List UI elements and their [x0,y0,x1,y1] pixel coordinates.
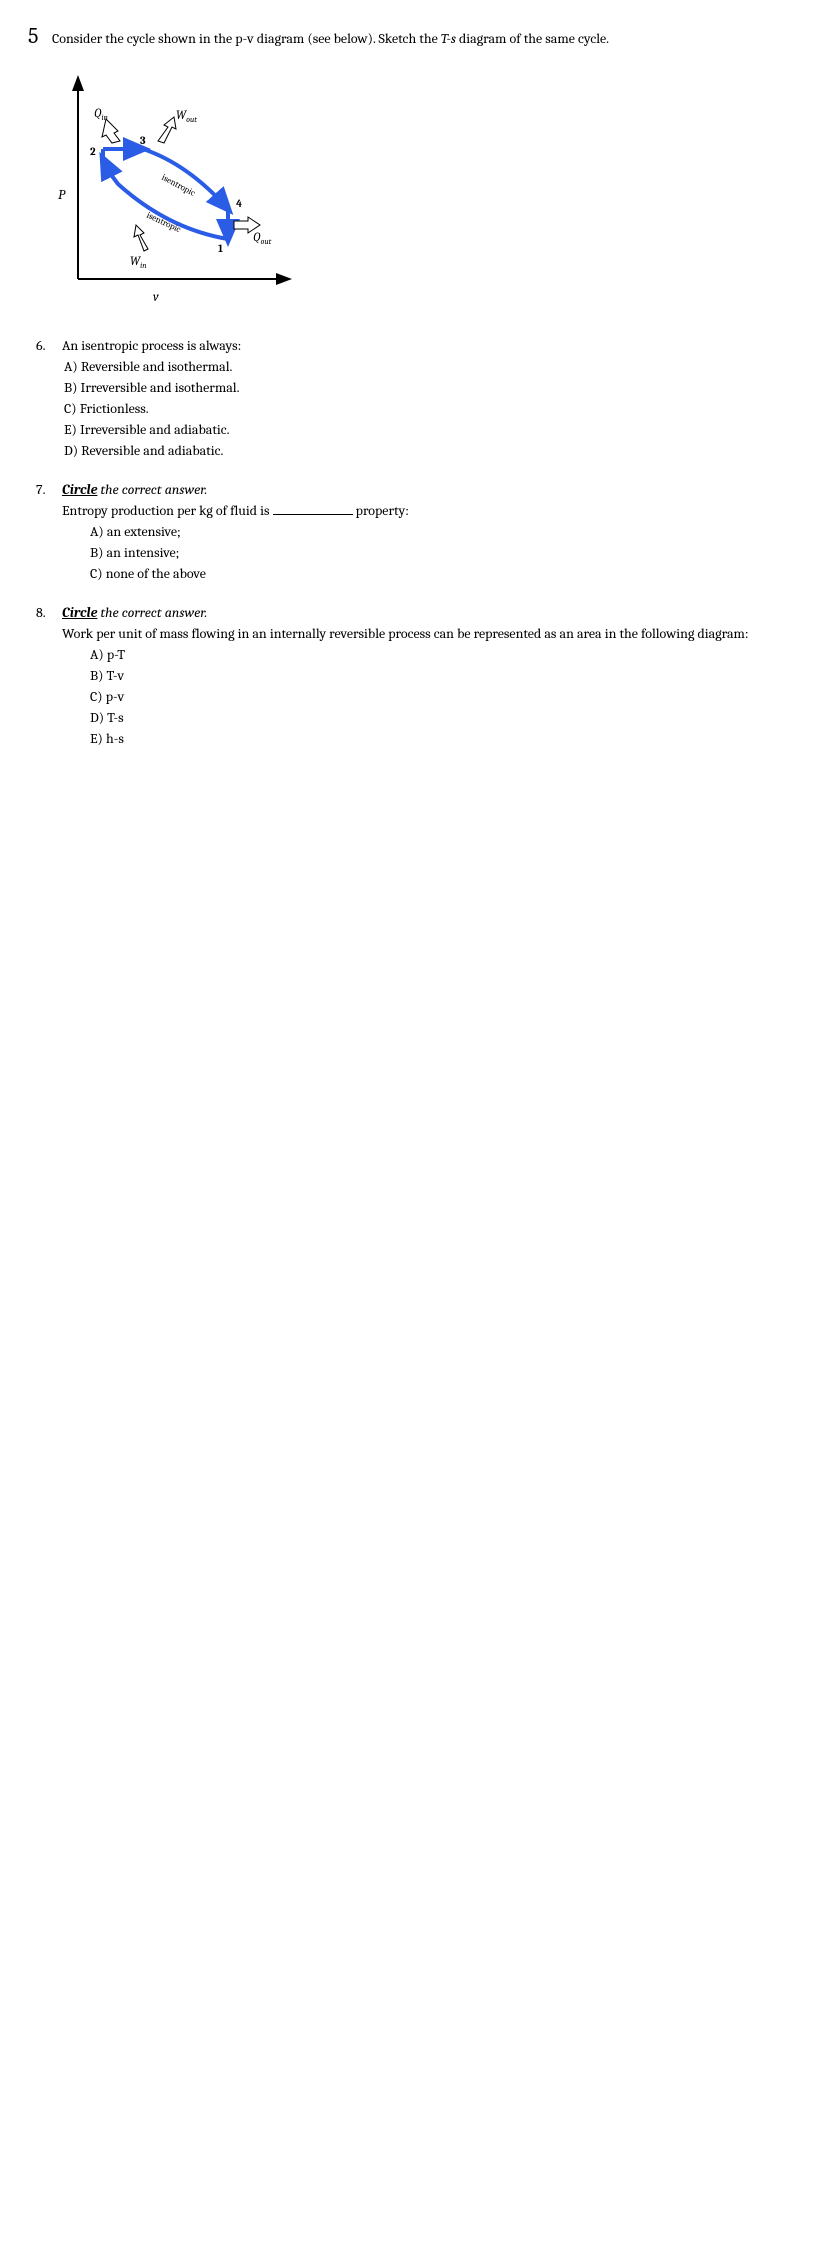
q8-number: 8. [36,602,62,623]
win-label: Win [130,254,147,270]
question-7: 7. Circle the correct answer. Entropy pr… [36,479,808,584]
point-4: 4 [236,197,242,210]
question-5: 5 Consider the cycle shown in the p-v di… [28,20,808,53]
q8-instr-rest: the correct answer. [97,604,207,621]
q7-opt-a: A) an extensive; [90,521,808,542]
q7-instr-rest: the correct answer. [97,481,207,498]
q8-stem: Work per unit of mass flowing in an inte… [62,623,808,644]
q8-opt-a: A) p-T [90,644,808,665]
q5-text-a: Consider the cycle shown in the p-v diag… [52,30,441,47]
q6-opt-e: E) Irreversible and adiabatic. [64,419,808,440]
win-arrow [134,225,148,251]
q6-number: 6. [36,335,62,356]
q8-opt-b: B) T-v [90,665,808,686]
q8-opt-e: E) h-s [90,728,808,749]
q6-opt-c: C) Frictionless. [64,398,808,419]
pv-diagram-svg: P v 2 3 4 1 isentropic isentropic Qin Wo… [48,69,308,309]
y-axis-label: P [58,186,66,203]
qin-label: Qin [94,106,108,122]
point-1: 1 [218,242,223,255]
q5-text-b: diagram of the same cycle. [456,30,609,47]
point-2: 2 [90,145,96,158]
qout-label: Qout [253,230,272,246]
q6-opt-b: B) Irreversible and isothermal. [64,377,808,398]
q7-stem-b: property: [353,502,409,519]
q8-instr: Circle the correct answer. [62,602,808,623]
q8-opt-d: D) T-s [90,707,808,728]
wout-label: Wout [176,108,197,124]
q7-opt-c: C) none of the above [90,563,808,584]
q6-opt-d: D) Reversible and adiabatic. [64,440,808,461]
q7-circle: Circle [62,481,97,498]
q6-stem: An isentropic process is always: [62,335,808,356]
question-6: 6. An isentropic process is always: A) R… [36,335,808,461]
q7-blank [273,501,353,515]
q5-text: Consider the cycle shown in the p-v diag… [52,28,609,49]
pv-diagram: P v 2 3 4 1 isentropic isentropic Qin Wo… [48,69,808,315]
wout-arrow [158,117,176,143]
q6-opt-a: A) Reversible and isothermal. [64,356,808,377]
q7-opt-b: B) an intensive; [90,542,808,563]
point-3: 3 [140,134,146,147]
q7-stem: Entropy production per kg of fluid is pr… [62,500,808,521]
qin-arrow [102,119,120,143]
q8-circle: Circle [62,604,97,621]
q7-stem-a: Entropy production per kg of fluid is [62,502,273,519]
q5-ts: T-s [441,30,456,47]
x-axis-label: v [153,290,159,305]
q7-number: 7. [36,479,62,500]
question-8: 8. Circle the correct answer. Work per u… [36,602,808,749]
process-3-4 [143,149,228,209]
q8-opt-c: C) p-v [90,686,808,707]
q7-instr: Circle the correct answer. [62,479,808,500]
q5-number: 5 [28,20,46,53]
